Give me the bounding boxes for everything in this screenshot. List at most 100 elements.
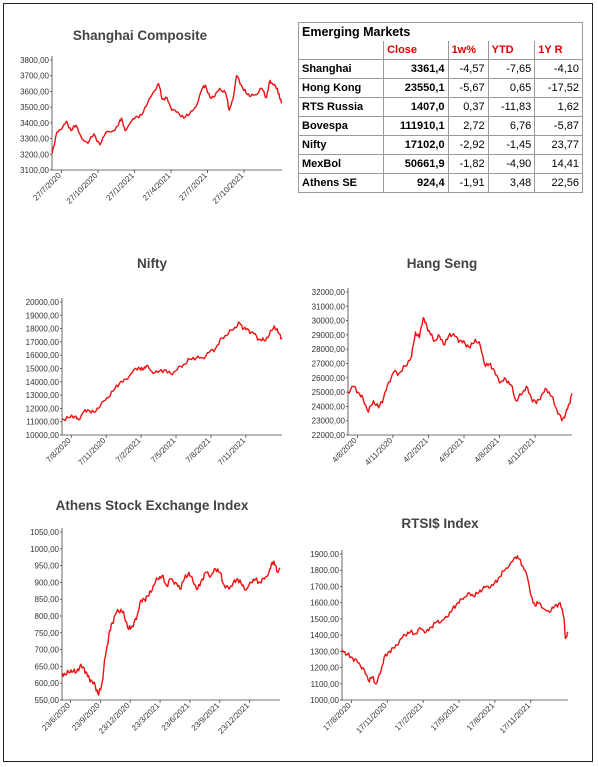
x-tick-label: 27/10/2020 bbox=[65, 171, 100, 206]
x-tick-label: 27/4/2021 bbox=[141, 171, 173, 203]
y-tick-label: 1700,00 bbox=[310, 582, 339, 591]
x-tick-label: 27/7/2021 bbox=[177, 171, 209, 203]
col-header: 1w% bbox=[447, 41, 489, 60]
x-tick-label: 4/2/2021 bbox=[401, 436, 430, 465]
y-tick-label: 1050,00 bbox=[30, 528, 59, 537]
y-tick-label: 20000,00 bbox=[26, 298, 60, 307]
x-tick-label: 4/8/2021 bbox=[473, 436, 502, 465]
table-cell: 2,72 bbox=[447, 116, 489, 136]
table-cell: 14,41 bbox=[534, 154, 583, 174]
table-cell: 22,56 bbox=[534, 173, 583, 193]
y-tick-label: 29000,00 bbox=[312, 331, 346, 340]
x-tick-label: 7/5/2021 bbox=[149, 436, 178, 465]
chart-title: Hang Seng bbox=[407, 256, 478, 271]
y-tick-label: 30000,00 bbox=[312, 317, 346, 326]
y-tick-label: 3200,00 bbox=[20, 150, 49, 159]
table-cell: 50661,9 bbox=[383, 154, 449, 174]
table-cell: 924,4 bbox=[383, 173, 449, 193]
col-header: Close bbox=[383, 41, 449, 60]
table-cell: -1,91 bbox=[447, 173, 489, 193]
y-tick-label: 1300,00 bbox=[310, 647, 339, 656]
table-row: RTS Russia 1407,0 0,37 -11,83 1,62 bbox=[297, 97, 583, 117]
chart-hang-seng: Hang Seng 22000,00 23000,00 24000,00 25000,0… bbox=[300, 252, 580, 492]
market-name: Hong Kong bbox=[297, 78, 385, 98]
market-name: RTS Russia bbox=[297, 97, 385, 117]
y-tick-label: 3500,00 bbox=[20, 103, 49, 112]
market-name: Athens SE bbox=[297, 173, 385, 193]
chart-svg: Nifty 10000,00 11000,00 12000,00 13000,00 140… bbox=[26, 256, 283, 467]
x-tick-label: 7/2/2021 bbox=[114, 436, 143, 465]
x-tick-label: 23/3/2021 bbox=[130, 701, 162, 733]
table-cell: 23550,1 bbox=[383, 78, 449, 98]
col-header: 1Y R bbox=[534, 41, 583, 60]
table-cell: 0,65 bbox=[487, 78, 536, 98]
table-cell: -1,45 bbox=[487, 135, 536, 155]
market-name: Nifty bbox=[297, 135, 385, 155]
x-tick-label: 7/11/2020 bbox=[76, 436, 107, 467]
y-tick-label: 25000,00 bbox=[312, 388, 346, 397]
y-tick-label: 3800,00 bbox=[20, 56, 49, 65]
x-tick-label: 7/11/2021 bbox=[216, 436, 247, 467]
table-cell: 0,37 bbox=[447, 97, 489, 117]
y-tick-label: 950,00 bbox=[35, 562, 60, 571]
y-tick-label: 1000,00 bbox=[30, 545, 59, 554]
y-tick-label: 800,00 bbox=[35, 612, 60, 621]
x-tick-label: 17/11/2020 bbox=[354, 701, 389, 736]
table-row: MexBol 50661,9 -1,82 -4,90 14,41 bbox=[297, 154, 583, 174]
table-cell: -2,92 bbox=[447, 135, 489, 155]
series-line bbox=[341, 555, 569, 685]
y-tick-label: 28000,00 bbox=[312, 345, 346, 354]
y-tick-label: 1800,00 bbox=[310, 566, 339, 575]
chart-svg: Shanghai Composite 3100,00 3200,00 3300,00 3… bbox=[20, 28, 283, 206]
x-tick-label: 23/6/2021 bbox=[160, 701, 192, 733]
market-name: MexBol bbox=[297, 154, 385, 174]
y-tick-label: 1200,00 bbox=[310, 664, 339, 673]
table-cell: 3,48 bbox=[487, 173, 536, 193]
market-name: Shanghai bbox=[297, 59, 385, 79]
col-header bbox=[297, 41, 385, 60]
series-line bbox=[51, 75, 283, 154]
y-tick-label: 31000,00 bbox=[312, 302, 346, 311]
chart-svg: Athens Stock Exchange Index 550,00 600,00 6… bbox=[30, 498, 281, 736]
y-tick-label: 23000,00 bbox=[312, 417, 346, 426]
table-cell: 6,76 bbox=[487, 116, 536, 136]
table-header-row: Close 1w% YTD 1Y R bbox=[297, 41, 583, 60]
y-tick-label: 1000,00 bbox=[310, 696, 339, 705]
report-frame bbox=[3, 3, 593, 762]
series-line bbox=[61, 560, 281, 696]
chart-athens-stock-exchange: Athens Stock Exchange Index 550,00 600,00 6… bbox=[12, 498, 292, 757]
table-cell: 111910,1 bbox=[383, 116, 449, 136]
y-tick-label: 22000,00 bbox=[312, 431, 346, 440]
y-tick-label: 750,00 bbox=[35, 629, 60, 638]
x-tick-label: 27/10/2021 bbox=[211, 171, 246, 206]
table-cell: 17102,0 bbox=[383, 135, 449, 155]
y-tick-label: 32000,00 bbox=[312, 288, 346, 297]
y-tick-label: 24000,00 bbox=[312, 402, 346, 411]
y-tick-label: 19000,00 bbox=[26, 311, 60, 320]
y-tick-label: 1100,00 bbox=[311, 680, 340, 689]
x-tick-label: 27/7/2020 bbox=[31, 171, 63, 203]
x-tick-label: 7/8/2021 bbox=[184, 436, 213, 465]
table-row: Bovespa 111910,1 2,72 6,76 -5,87 bbox=[297, 116, 583, 136]
chart-rtsi-index: RTSI$ Index 1000,00 1100,00 1200,00 1300,00 1… bbox=[300, 512, 580, 757]
chart-title: Athens Stock Exchange Index bbox=[56, 498, 249, 513]
y-tick-label: 3100,00 bbox=[20, 166, 49, 175]
emerging-markets-table: Emerging Markets Close 1w% YTD 1Y R Shan… bbox=[297, 22, 583, 193]
series-line bbox=[61, 321, 283, 422]
table-cell: 1407,0 bbox=[383, 97, 449, 117]
table-cell: -4,90 bbox=[487, 154, 536, 174]
table-row: Athens SE 924,4 -1,91 3,48 22,56 bbox=[297, 173, 583, 193]
table-cell: -4,10 bbox=[534, 59, 583, 79]
chart-shanghai-composite: Shanghai Composite 3100,00 3200,00 3300,00 3… bbox=[12, 22, 292, 227]
x-tick-label: 4/11/2020 bbox=[363, 436, 394, 467]
table-cell: -7,65 bbox=[487, 59, 536, 79]
y-tick-label: 13000,00 bbox=[26, 391, 60, 400]
y-tick-label: 1400,00 bbox=[310, 631, 339, 640]
y-tick-label: 1900,00 bbox=[310, 550, 339, 559]
table-cell: -11,83 bbox=[487, 97, 536, 117]
chart-title: RTSI$ Index bbox=[401, 516, 479, 531]
y-tick-label: 26000,00 bbox=[312, 374, 346, 383]
y-tick-label: 10000,00 bbox=[26, 431, 60, 440]
y-tick-label: 850,00 bbox=[35, 595, 60, 604]
table-row: Nifty 17102,0 -2,92 -1,45 23,77 bbox=[297, 135, 583, 155]
